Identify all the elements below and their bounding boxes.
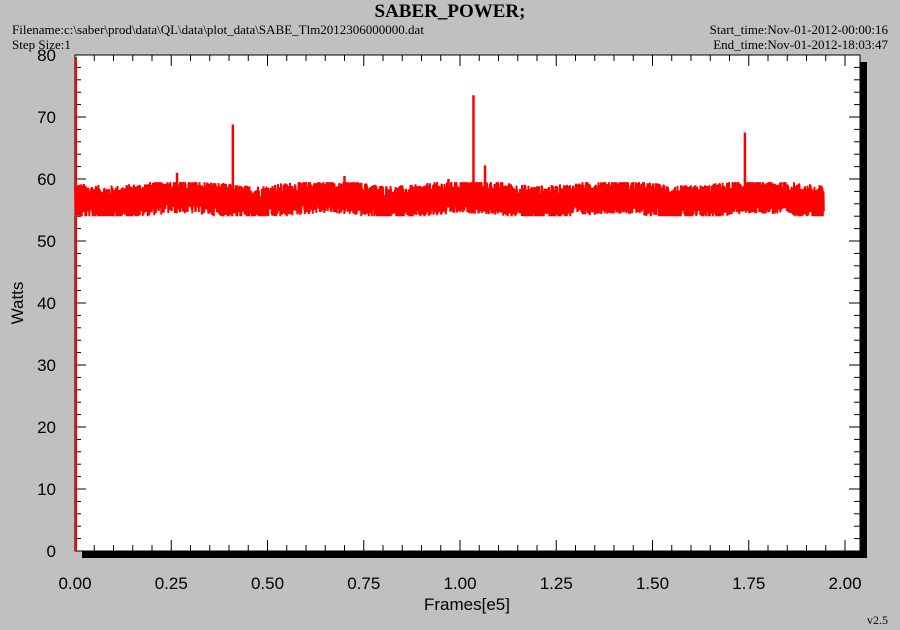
x-tick-label: 0.25 [155, 574, 188, 593]
step-size-label: Step Size:1 [12, 37, 71, 52]
y-tick-label: 0 [47, 542, 56, 561]
series-group [74, 95, 825, 217]
x-tick-label: 0.50 [251, 574, 284, 593]
y-tick-label: 20 [37, 418, 56, 437]
chart-title: SABER_POWER; [374, 1, 526, 22]
end-time-label: End_time:Nov-01-2012-18:03:47 [713, 37, 888, 52]
y-tick-label: 80 [37, 46, 56, 65]
x-tick-label: 1.75 [732, 574, 765, 593]
y-tick-label: 60 [37, 170, 56, 189]
y-tick-label: 70 [37, 108, 56, 127]
version-label: v2.5 [867, 613, 888, 627]
x-tick-label: 0.00 [58, 574, 91, 593]
y-tick-label: 10 [37, 480, 56, 499]
x-tick-label: 1.00 [443, 574, 476, 593]
y-tick-label: 30 [37, 356, 56, 375]
x-tick-label: 2.00 [828, 574, 861, 593]
y-axis-label: Watts [8, 282, 27, 325]
x-tick-label: 1.50 [636, 574, 669, 593]
y-tick-label: 40 [37, 294, 56, 313]
plot-area [74, 54, 861, 552]
tick-label-group: 0.00 0.25 0.50 0.75 1.00 1.25 1.50 1.75 2.00 0 10 2… [37, 46, 861, 593]
filename-label: Filename:c:\saber\prod\data\QL\data\plot… [12, 22, 424, 37]
x-tick-label: 0.75 [347, 574, 380, 593]
x-tick-label: 1.25 [540, 574, 573, 593]
start-time-label: Start_time:Nov-01-2012-00:00:16 [709, 22, 888, 37]
tick-group [74, 54, 860, 552]
x-axis-label: Frames[e5] [424, 595, 510, 614]
y-tick-label: 50 [37, 232, 56, 251]
